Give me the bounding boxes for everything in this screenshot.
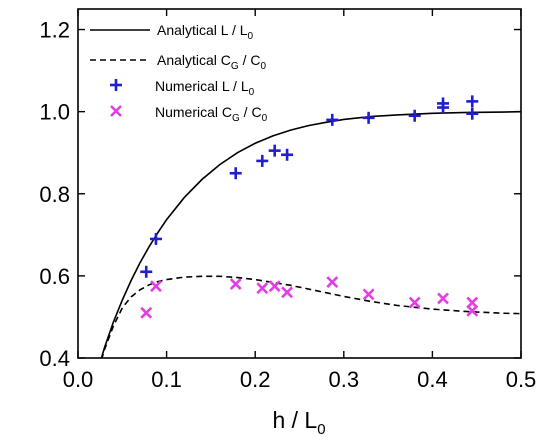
ticks-layer xyxy=(77,9,522,359)
x-marker xyxy=(326,276,339,288)
plus-marker xyxy=(110,79,122,91)
plus-marker xyxy=(466,95,479,108)
plus-marker xyxy=(362,111,375,124)
x-marker xyxy=(437,292,449,305)
legend-label-part: Analytical L / L xyxy=(157,22,248,38)
x-tick-label: 0.3 xyxy=(329,367,360,392)
plus-marker xyxy=(140,265,153,278)
x-marker xyxy=(466,304,479,317)
plus-marker xyxy=(466,107,479,120)
analytical-CG-line xyxy=(101,275,521,358)
analytical-L-line xyxy=(100,110,521,358)
x-marker xyxy=(229,278,242,291)
x-tick-label: 0.0 xyxy=(63,367,94,392)
x-axis-label-subscript: 0 xyxy=(317,421,325,438)
y-tick-label: 0.6 xyxy=(39,264,70,289)
legend-label: Numerical CG / C0 xyxy=(155,104,268,124)
y-tick-label: 1.2 xyxy=(39,18,70,43)
legend-label: Analytical CG / C0 xyxy=(157,52,266,72)
legend-label-part: / C xyxy=(240,104,262,120)
x-marker xyxy=(110,105,122,117)
plus-marker xyxy=(408,109,421,122)
x-tick-label: 0.4 xyxy=(417,367,448,392)
x-marker xyxy=(408,296,421,309)
x-tick-label: 0.5 xyxy=(506,367,537,392)
legend-label: Numerical L / L0 xyxy=(155,78,255,98)
plus-marker xyxy=(281,148,294,161)
legend-label-subscript: G xyxy=(231,61,239,72)
legend-label-subscript: 0 xyxy=(248,31,254,42)
y-tick-label: 1.0 xyxy=(39,100,70,125)
legend-label-part: Numerical L / L xyxy=(155,78,249,94)
x-marker xyxy=(281,286,294,299)
x-axis-label-main: h / L xyxy=(272,407,317,433)
plus-marker xyxy=(437,97,450,110)
x-marker xyxy=(150,280,162,293)
legend-label-subscript: G xyxy=(232,113,240,124)
plus-marker xyxy=(326,113,339,126)
y-tick-label: 0.8 xyxy=(39,182,70,207)
plus-marker xyxy=(149,232,162,245)
plus-marker xyxy=(256,154,269,167)
plus-marker xyxy=(268,144,281,157)
x-tick-label: 0.1 xyxy=(151,367,182,392)
legend-label-subscript: 0 xyxy=(260,61,266,72)
legend-label-part: Analytical C xyxy=(157,52,231,68)
x-marker xyxy=(362,288,375,301)
x-marker xyxy=(268,280,281,293)
legend-label-subscript: 0 xyxy=(249,87,255,98)
x-marker xyxy=(140,306,153,319)
legend-label-part: Numerical C xyxy=(155,104,232,120)
y-tick-label: 0.4 xyxy=(39,346,70,371)
x-marker xyxy=(256,282,269,295)
x-axis-label: h / L0 xyxy=(272,407,325,438)
legend-label-subscript: 0 xyxy=(262,113,268,124)
plot-area xyxy=(100,95,521,358)
plus-marker xyxy=(229,167,242,180)
plot-frame xyxy=(77,8,522,359)
legend-label-part: / C xyxy=(239,52,261,68)
legend-label: Analytical L / L0 xyxy=(157,22,254,42)
x-tick-label: 0.2 xyxy=(240,367,271,392)
tick-labels-layer: 0.0 0.1 0.2 0.3 0.4 0.5 0.4 0.6 0.8 1.0 1.2 xyxy=(39,18,536,392)
